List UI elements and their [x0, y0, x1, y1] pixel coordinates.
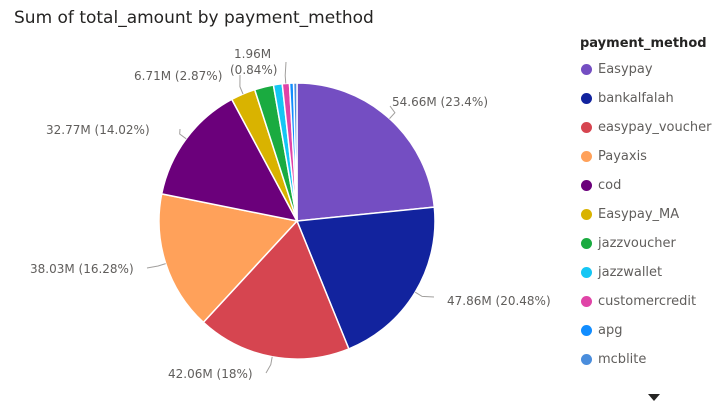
legend-swatch	[581, 122, 592, 133]
legend-item-jazzvoucher[interactable]: jazzvoucher	[580, 229, 725, 258]
legend-item-easypay-ma[interactable]: Easypay_MA	[580, 200, 725, 229]
chart-title: Sum of total_amount by payment_method	[14, 8, 374, 28]
legend-label: Easypay_MA	[598, 207, 680, 222]
leader-line	[265, 356, 273, 374]
legend-swatch	[581, 64, 592, 75]
legend-swatch	[581, 325, 592, 336]
data-label: 1.96M (0.84%)	[230, 47, 277, 77]
legend-label: Payaxis	[598, 149, 647, 164]
legend-label: apg	[598, 323, 623, 338]
pie-slice-cod[interactable]	[160, 98, 299, 223]
legend-label: jazzvoucher	[598, 236, 676, 251]
data-label: 38.03M (16.28%)	[30, 262, 134, 276]
leader-line	[239, 74, 244, 95]
legend-scroll-down-icon[interactable]	[648, 394, 660, 401]
legend-title: payment_method	[580, 36, 707, 51]
legend-label: bankalfalah	[598, 91, 674, 106]
pie-data-labels: 54.66M (23.4%) 47.86M (20.48%) 42.06M (18%…	[30, 47, 551, 381]
legend-items: Easypay bankalfalah easypay_voucher Payaxis…	[580, 55, 725, 374]
pie-slice-easypay[interactable]	[296, 82, 436, 222]
legend-item-easypay[interactable]: Easypay	[580, 55, 725, 84]
legend-swatch	[581, 296, 592, 307]
pie-slice-easypay-voucher[interactable]	[202, 219, 350, 360]
data-label: 6.71M (2.87%)	[134, 69, 222, 83]
leader-line	[179, 128, 187, 140]
legend-label: cod	[598, 178, 622, 193]
legend-item-jazzwallet[interactable]: jazzwallet	[580, 258, 725, 287]
legend-label: Easypay	[598, 62, 653, 77]
pie-slice-payaxis[interactable]	[158, 193, 299, 324]
legend-item-payaxis[interactable]: Payaxis	[580, 142, 725, 171]
pie-leader-lines	[146, 61, 435, 374]
legend-swatch	[581, 180, 592, 191]
leader-line	[414, 291, 435, 298]
legend-item-cod[interactable]: cod	[580, 171, 725, 200]
legend-item-customercredit[interactable]: customercredit	[580, 287, 725, 316]
legend-label: mcblite	[598, 352, 647, 367]
legend-swatch	[581, 93, 592, 104]
pie-slice-bankalfalah[interactable]	[295, 206, 436, 350]
legend-item-easypay-voucher[interactable]: easypay_voucher	[580, 113, 725, 142]
legend-swatch	[581, 267, 592, 278]
legend-item-mcblite[interactable]: mcblite	[580, 345, 725, 374]
data-label: 54.66M (23.4%)	[392, 95, 488, 109]
pie-slice-mcblite[interactable]	[292, 82, 298, 222]
legend-swatch	[581, 209, 592, 220]
legend-label: customercredit	[598, 294, 697, 309]
legend-swatch	[581, 151, 592, 162]
legend: payment_method Easypay bankalfalah easypay…	[580, 36, 725, 374]
leader-line	[389, 105, 396, 119]
data-label: 47.86M (20.48%)	[447, 294, 551, 308]
leader-line	[284, 61, 287, 84]
legend-swatch	[581, 354, 592, 365]
legend-item-bankalfalah[interactable]: bankalfalah	[580, 84, 725, 113]
leader-line	[146, 263, 166, 269]
legend-label: easypay_voucher	[598, 120, 712, 135]
legend-label: jazzwallet	[598, 265, 663, 280]
legend-item-apg[interactable]: apg	[580, 316, 725, 345]
legend-swatch	[581, 238, 592, 249]
pie-slices	[158, 82, 436, 360]
data-label: 32.77M (14.02%)	[46, 123, 150, 137]
data-label: 42.06M (18%)	[168, 367, 253, 381]
